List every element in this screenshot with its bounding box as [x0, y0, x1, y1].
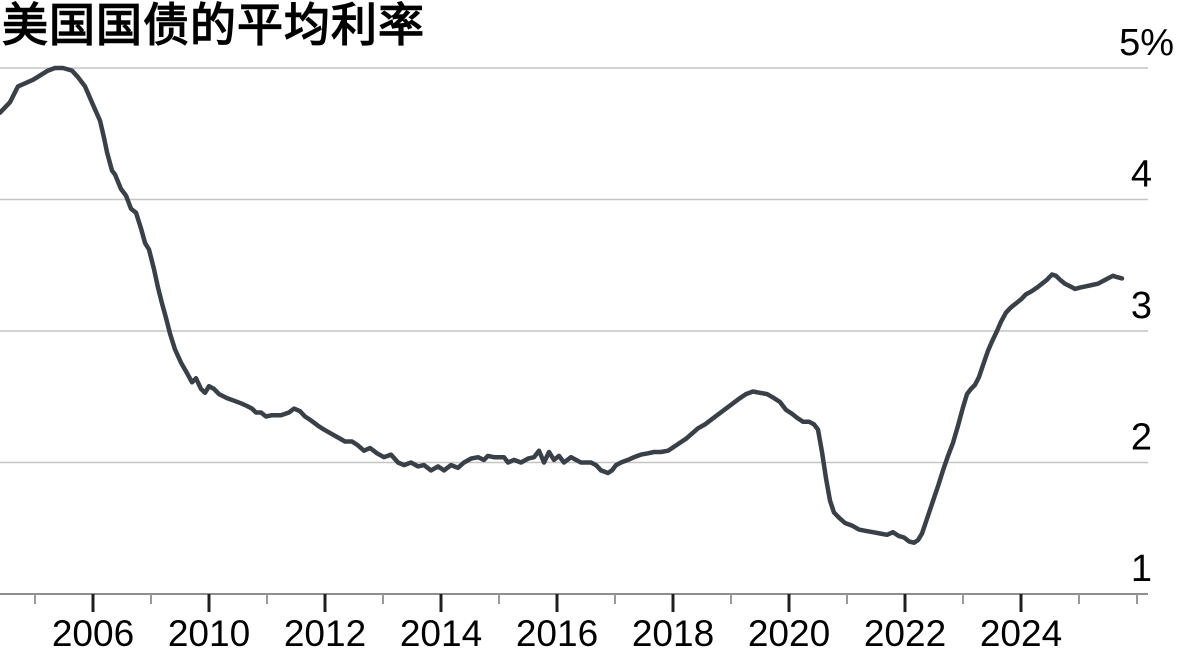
y-axis-label: 1	[1131, 548, 1152, 590]
x-axis-label: 2024	[980, 613, 1062, 652]
y-axis-label: 5%	[1119, 22, 1174, 64]
x-axis-label: 2022	[864, 613, 946, 652]
y-axis-label: 4	[1131, 154, 1152, 196]
x-axis-label: 2014	[400, 613, 482, 652]
rate-line-series	[0, 65, 1125, 545]
x-axis-label: 2010	[168, 613, 250, 652]
y-axis-label: 3	[1131, 285, 1152, 327]
x-axis-label: 2012	[284, 613, 366, 652]
x-axis-label: 2006	[52, 613, 134, 652]
x-axis-label: 2016	[516, 613, 598, 652]
y-axis-label: 2	[1131, 417, 1152, 459]
chart-title: 美国国债的平均利率	[2, 0, 425, 51]
x-axis-label: 2020	[748, 613, 830, 652]
x-axis-label: 2018	[632, 613, 714, 652]
